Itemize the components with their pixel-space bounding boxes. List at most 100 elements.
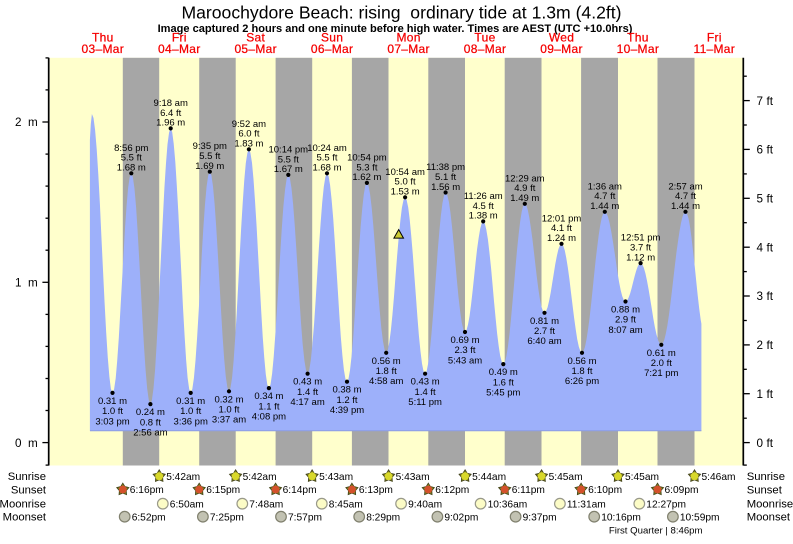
svg-text:1.96 m: 1.96 m [156, 118, 185, 129]
svg-text:7:48am: 7:48am [249, 499, 283, 510]
svg-text:6.0 ft: 6.0 ft [238, 129, 259, 140]
svg-text:3.7 ft: 3.7 ft [630, 243, 651, 254]
svg-text:5.5 ft: 5.5 ft [278, 154, 299, 165]
svg-text:8:29pm: 8:29pm [366, 512, 400, 523]
svg-text:1.2 ft: 1.2 ft [336, 395, 357, 406]
svg-text:0.34 m: 0.34 m [254, 391, 283, 402]
svg-text:1.68 m: 1.68 m [117, 163, 146, 174]
svg-text:1.0 ft: 1.0 ft [218, 405, 239, 416]
svg-text:0.88 m: 0.88 m [611, 305, 640, 316]
svg-text:1.49 m: 1.49 m [510, 193, 539, 204]
svg-text:4.5 ft: 4.5 ft [473, 201, 494, 212]
svg-text:Sunrise: Sunrise [8, 471, 46, 483]
svg-text:0: 0 [15, 437, 22, 450]
svg-text:1.53 m: 1.53 m [391, 187, 420, 198]
svg-text:0.24 m: 0.24 m [136, 407, 165, 418]
svg-text:1.56 m: 1.56 m [431, 182, 460, 193]
svg-text:Wed: Wed [549, 31, 574, 45]
svg-text:9:52 am: 9:52 am [232, 119, 266, 130]
svg-text:5.0 ft: 5.0 ft [395, 177, 416, 188]
svg-text:Fri: Fri [707, 31, 722, 45]
svg-text:9:40am: 9:40am [408, 499, 442, 510]
svg-text:2.3 ft: 2.3 ft [454, 345, 475, 356]
svg-text:Maroochydore Beach: rising or: Maroochydore Beach: rising ordinary tide… [181, 3, 621, 23]
svg-text:Sunrise: Sunrise [747, 471, 785, 483]
svg-text:ft: ft [767, 437, 774, 450]
svg-text:1.62 m: 1.62 m [352, 172, 381, 183]
svg-text:11:38 pm: 11:38 pm [426, 162, 465, 173]
svg-text:8:56 pm: 8:56 pm [114, 143, 148, 154]
svg-text:2.9 ft: 2.9 ft [615, 315, 636, 326]
svg-text:1.44 m: 1.44 m [671, 201, 700, 212]
svg-text:5:11 pm: 5:11 pm [408, 397, 442, 408]
svg-text:1.8 ft: 1.8 ft [376, 366, 397, 377]
svg-text:05–Mar: 05–Mar [234, 42, 277, 56]
svg-text:10–Mar: 10–Mar [617, 42, 660, 56]
svg-text:08–Mar: 08–Mar [464, 42, 507, 56]
svg-text:0.31 m: 0.31 m [98, 396, 127, 407]
svg-text:5:45am: 5:45am [549, 472, 583, 483]
svg-text:6.4 ft: 6.4 ft [160, 108, 181, 119]
svg-text:5.5 ft: 5.5 ft [199, 151, 220, 162]
svg-text:1.38 m: 1.38 m [469, 211, 498, 222]
svg-text:6:15pm: 6:15pm [206, 485, 240, 496]
svg-text:2:57 am: 2:57 am [668, 181, 702, 192]
svg-text:10:14 pm: 10:14 pm [268, 144, 308, 155]
svg-text:1: 1 [756, 388, 763, 401]
svg-text:8:07 am: 8:07 am [608, 325, 642, 336]
svg-text:3:37 am: 3:37 am [212, 415, 246, 426]
svg-text:ft: ft [767, 144, 774, 157]
svg-text:Sunset: Sunset [747, 485, 783, 497]
svg-text:Sun: Sun [321, 31, 343, 45]
svg-text:10:16pm: 10:16pm [601, 512, 641, 523]
svg-text:6:50am: 6:50am [170, 499, 204, 510]
svg-text:3: 3 [756, 290, 763, 303]
svg-text:Moonset: Moonset [3, 512, 47, 524]
svg-text:Fri: Fri [172, 31, 187, 45]
svg-text:9:35 pm: 9:35 pm [193, 141, 227, 152]
svg-text:First Quarter | 8:46pm: First Quarter | 8:46pm [609, 526, 703, 537]
svg-text:06–Mar: 06–Mar [311, 42, 354, 56]
svg-text:12:51 pm: 12:51 pm [621, 233, 661, 244]
svg-text:5:43am: 5:43am [396, 472, 430, 483]
svg-text:1.6 ft: 1.6 ft [493, 377, 514, 388]
svg-text:6:16pm: 6:16pm [130, 485, 164, 496]
svg-text:ft: ft [767, 241, 774, 254]
svg-text:6:09pm: 6:09pm [665, 485, 699, 496]
svg-text:1.68 m: 1.68 m [312, 163, 341, 174]
svg-text:4.7 ft: 4.7 ft [594, 191, 615, 202]
svg-text:6:11pm: 6:11pm [512, 485, 545, 496]
svg-text:4:39 pm: 4:39 pm [330, 405, 364, 416]
svg-text:Thu: Thu [627, 31, 649, 45]
svg-text:6:40 am: 6:40 am [527, 336, 561, 347]
svg-text:10:59pm: 10:59pm [680, 512, 720, 523]
svg-text:Sat: Sat [246, 31, 265, 45]
svg-text:ft: ft [767, 339, 774, 352]
svg-text:0.31 m: 0.31 m [176, 396, 205, 407]
svg-text:10:36am: 10:36am [488, 499, 528, 510]
svg-text:1.0 ft: 1.0 ft [180, 406, 201, 417]
svg-text:1.12 m: 1.12 m [626, 252, 655, 263]
svg-text:6:26 pm: 6:26 pm [565, 376, 599, 387]
svg-text:6:10pm: 6:10pm [588, 485, 622, 496]
svg-text:5:46am: 5:46am [702, 472, 736, 483]
svg-text:0.56 m: 0.56 m [372, 356, 401, 367]
svg-text:1.1 ft: 1.1 ft [258, 401, 279, 412]
svg-text:04–Mar: 04–Mar [158, 42, 201, 56]
svg-text:0.32 m: 0.32 m [214, 394, 243, 405]
svg-text:5:45 pm: 5:45 pm [486, 388, 520, 399]
svg-text:2.0 ft: 2.0 ft [651, 358, 672, 369]
svg-text:3:03 pm: 3:03 pm [95, 416, 129, 427]
svg-text:5:42am: 5:42am [166, 472, 200, 483]
svg-text:5:44am: 5:44am [472, 472, 506, 483]
svg-text:0.61 m: 0.61 m [647, 348, 676, 359]
svg-text:7:21 pm: 7:21 pm [644, 368, 678, 379]
svg-text:5:42am: 5:42am [243, 472, 277, 483]
svg-text:12:01 pm: 12:01 pm [542, 213, 582, 224]
svg-text:7: 7 [756, 95, 763, 108]
svg-text:6:14pm: 6:14pm [283, 485, 317, 496]
svg-text:5.5 ft: 5.5 ft [121, 153, 142, 164]
svg-text:11–Mar: 11–Mar [693, 42, 735, 56]
svg-text:09–Mar: 09–Mar [540, 42, 583, 56]
svg-text:5.1 ft: 5.1 ft [435, 172, 456, 183]
